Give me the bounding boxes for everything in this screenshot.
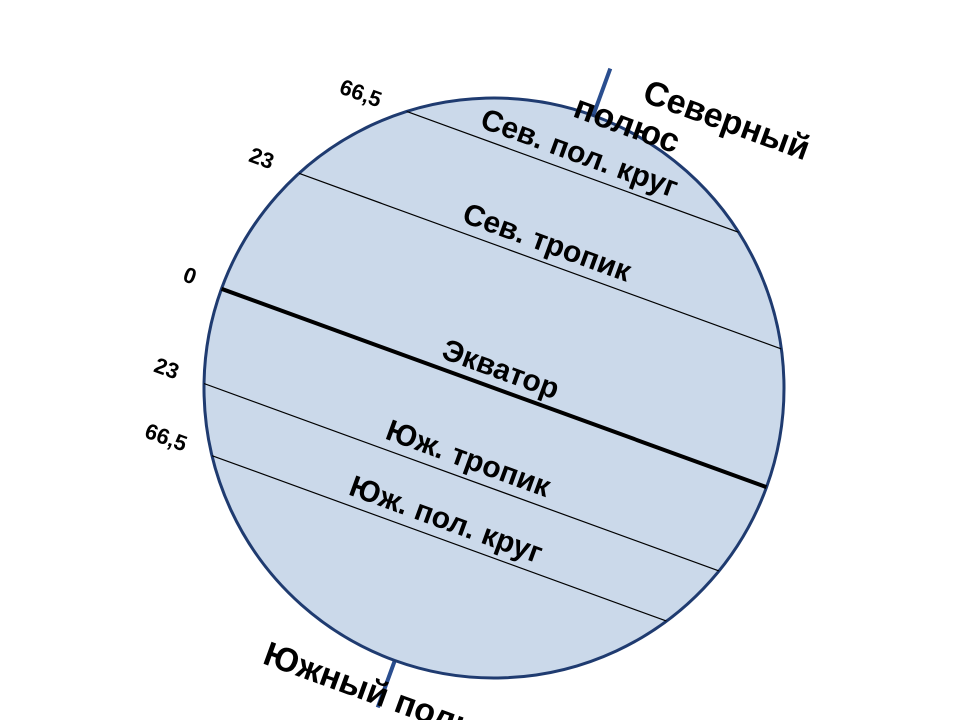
globe-diagram: Сев. пол. круг66,5Сев. тропик23Экватор0Ю… <box>0 0 960 720</box>
diagram-stage: Сев. пол. круг66,5Сев. тропик23Экватор0Ю… <box>0 0 960 720</box>
